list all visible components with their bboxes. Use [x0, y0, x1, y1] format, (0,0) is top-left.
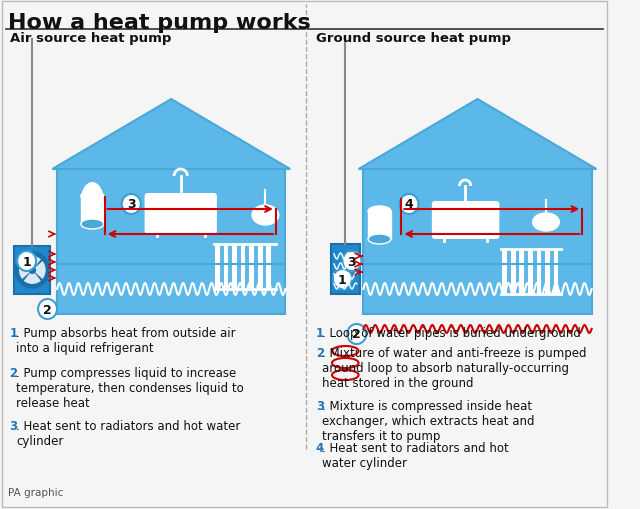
Circle shape [342, 251, 362, 271]
Ellipse shape [81, 219, 104, 230]
Text: 2: 2 [353, 328, 361, 341]
Ellipse shape [81, 183, 104, 218]
Text: Ground source heat pump: Ground source heat pump [316, 32, 511, 45]
Circle shape [333, 269, 352, 290]
Bar [240, 244, 245, 290]
Ellipse shape [368, 207, 391, 216]
Text: 1: 1 [316, 326, 324, 340]
Text: Air source heat pump: Air source heat pump [10, 32, 171, 45]
Text: . Mixture of water and anti-freeze is pumped
around loop to absorb naturally-occ: . Mixture of water and anti-freeze is pu… [323, 346, 587, 389]
FancyBboxPatch shape [145, 193, 217, 235]
Bar [501, 249, 507, 294]
Circle shape [38, 299, 57, 319]
Wedge shape [24, 257, 41, 270]
Bar [266, 244, 271, 290]
Text: 2: 2 [43, 303, 52, 316]
Wedge shape [24, 270, 41, 285]
Text: . Mixture is compressed inside heat
exchanger, which extracts heat and
transfers: . Mixture is compressed inside heat exch… [323, 399, 535, 442]
Text: . Heat sent to radiators and hot water
cylinder: . Heat sent to radiators and hot water c… [16, 419, 241, 447]
Bar [231, 244, 237, 290]
Bar [248, 244, 254, 290]
Text: . Heat sent to radiators and hot
water cylinder: . Heat sent to radiators and hot water c… [323, 441, 509, 469]
Text: 3: 3 [348, 255, 356, 268]
Text: 4: 4 [404, 198, 413, 211]
Circle shape [15, 252, 49, 289]
FancyBboxPatch shape [432, 202, 499, 240]
Text: 3: 3 [316, 399, 324, 412]
Wedge shape [19, 262, 33, 279]
Text: PA graphic: PA graphic [8, 487, 63, 497]
Text: . Pump absorbs heat from outside air
into a liquid refrigerant: . Pump absorbs heat from outside air int… [16, 326, 236, 354]
Bar [223, 244, 228, 290]
Text: How a heat pump works: How a heat pump works [8, 13, 310, 33]
Bar [553, 249, 558, 294]
Bar [510, 249, 516, 294]
Polygon shape [358, 100, 596, 169]
Text: 2: 2 [316, 346, 324, 359]
Text: 1: 1 [338, 273, 347, 286]
Bar [536, 249, 541, 294]
Circle shape [399, 194, 419, 215]
Bar [518, 249, 524, 294]
Ellipse shape [532, 214, 559, 232]
Circle shape [347, 324, 366, 344]
Text: 1: 1 [10, 326, 18, 340]
Text: . Pump compresses liquid to increase
temperature, then condenses liquid to
relea: . Pump compresses liquid to increase tem… [16, 366, 244, 409]
Ellipse shape [252, 206, 278, 225]
Wedge shape [33, 262, 45, 279]
Bar [214, 244, 220, 290]
Circle shape [122, 194, 141, 215]
Circle shape [17, 251, 36, 271]
Text: . Loop of water pipes is buried underground: . Loop of water pipes is buried undergro… [323, 326, 581, 340]
Text: 2: 2 [10, 366, 18, 379]
Bar [257, 244, 262, 290]
Text: 3: 3 [127, 198, 136, 211]
Text: 3: 3 [10, 419, 18, 432]
Bar [527, 249, 532, 294]
Text: 4: 4 [316, 441, 324, 454]
Polygon shape [364, 169, 591, 315]
Polygon shape [81, 196, 104, 224]
Text: 1: 1 [22, 255, 31, 268]
Bar [14, 246, 51, 294]
Bar [544, 249, 550, 294]
Polygon shape [52, 100, 290, 169]
Ellipse shape [368, 235, 391, 244]
Bar [331, 244, 360, 294]
Polygon shape [57, 169, 285, 315]
Circle shape [29, 267, 36, 274]
Ellipse shape [81, 191, 104, 202]
Polygon shape [368, 212, 391, 240]
